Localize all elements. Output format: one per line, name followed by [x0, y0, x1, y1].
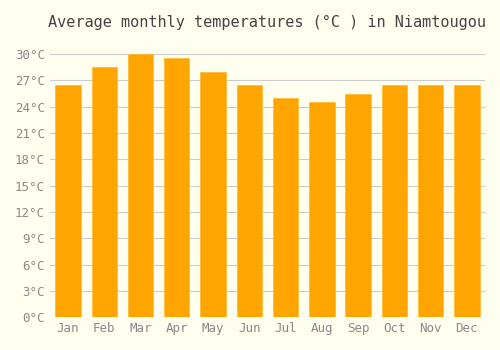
- Bar: [236, 85, 262, 317]
- Bar: [346, 93, 371, 317]
- Bar: [92, 67, 117, 317]
- Bar: [128, 54, 153, 317]
- Bar: [454, 85, 479, 317]
- Bar: [382, 85, 407, 317]
- Bar: [56, 85, 80, 317]
- Bar: [200, 72, 226, 317]
- Bar: [273, 98, 298, 317]
- Bar: [418, 85, 444, 317]
- Bar: [164, 58, 190, 317]
- Title: Average monthly temperatures (°C ) in Niamtougou: Average monthly temperatures (°C ) in Ni…: [48, 15, 486, 30]
- Bar: [309, 102, 334, 317]
